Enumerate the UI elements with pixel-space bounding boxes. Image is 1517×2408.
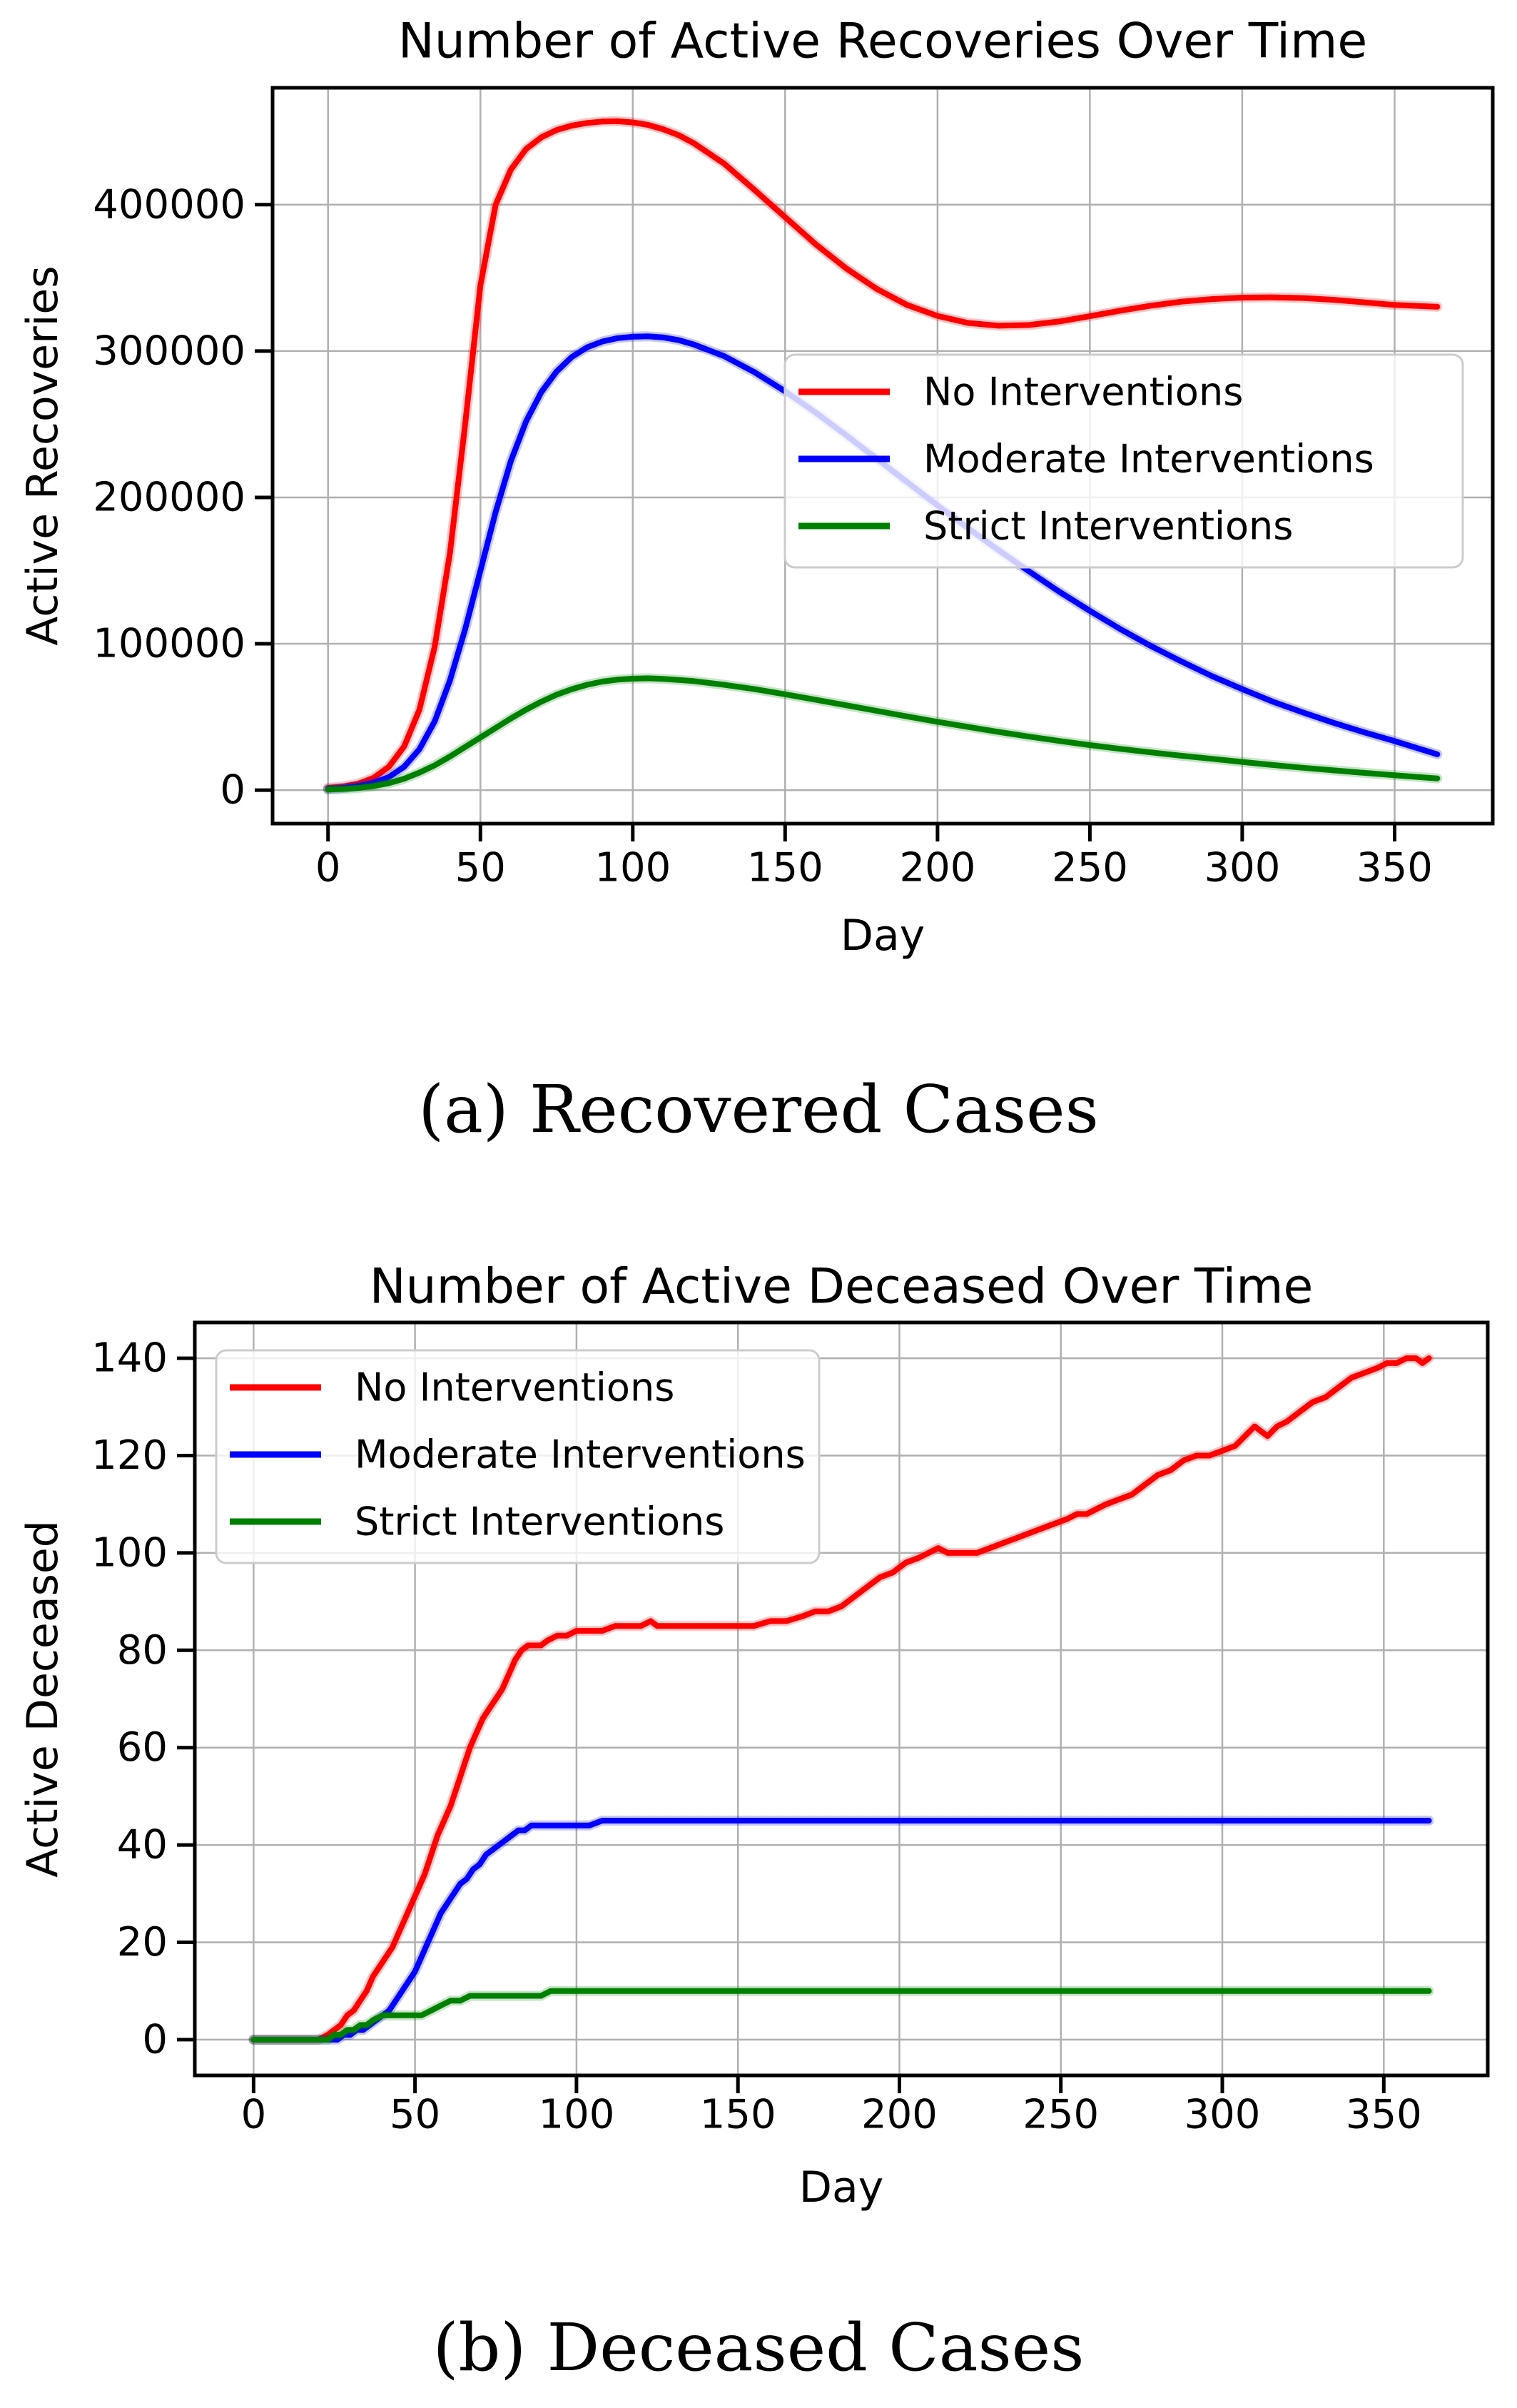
legend-label-moderate-interventions: Moderate Interventions — [923, 437, 1374, 482]
legend-label-no-interventions: No Interventions — [923, 370, 1243, 415]
chart-title: Number of Active Deceased Over Time — [370, 1259, 1314, 1315]
legend-box — [215, 1349, 821, 1564]
x-axis-label: Day — [799, 2162, 883, 2212]
y-axis: 0 20 40 60 80 100 120 140 — [91, 1335, 195, 2063]
x-tick-label: 150 — [700, 2092, 776, 2138]
y-axis: 0 100000 200000 300000 400000 — [93, 181, 273, 814]
series-strict-interventions — [323, 673, 1443, 795]
y-tick-label: 100000 — [93, 621, 245, 667]
x-axis: 0 50 100 150 200 250 300 350 — [241, 2075, 1422, 2138]
x-tick-label: 100 — [594, 845, 671, 891]
x-tick-label: 100 — [538, 2092, 614, 2138]
x-tick-label: 250 — [1023, 2092, 1099, 2138]
y-tick-label: 0 — [220, 767, 245, 814]
y-tick-label: 200000 — [93, 475, 245, 521]
x-tick-label: 50 — [455, 845, 506, 891]
y-tick-label: 60 — [117, 1724, 168, 1771]
y-tick-label: 140 — [91, 1335, 168, 1382]
y-tick-label: 40 — [117, 1822, 168, 1868]
x-tick-label: 0 — [241, 2092, 267, 2138]
deceased-chart: 0 50 100 150 200 250 300 350 0 20 40 60 80 100 120 140 N… — [18, 1259, 1490, 2212]
legend-label-no-interventions: No Interventions — [355, 1365, 674, 1410]
x-axis-label: Day — [841, 911, 925, 961]
legend-label-strict-interventions: Strict Interventions — [355, 1499, 724, 1544]
chart-title: Number of Active Recoveries Over Time — [398, 14, 1367, 70]
y-tick-label: 100 — [91, 1529, 168, 1576]
x-tick-label: 350 — [1356, 845, 1433, 891]
y-tick-label: 300000 — [93, 328, 245, 374]
y-tick-label: 20 — [117, 1919, 168, 1966]
caption-recovered-cases: (a) Recovered Cases — [418, 1071, 1099, 1148]
caption-deceased-cases: (b) Deceased Cases — [432, 2310, 1085, 2386]
plot-border — [193, 1320, 1490, 2078]
plot-border — [270, 86, 1495, 826]
x-tick-label: 200 — [899, 845, 975, 891]
y-axis-label: Active Recoveries — [18, 265, 68, 645]
x-tick-label: 200 — [861, 2092, 938, 2138]
legend-label-moderate-interventions: Moderate Interventions — [355, 1432, 806, 1477]
legend: No Interventions Moderate Interventions St… — [783, 353, 1464, 569]
x-tick-label: 300 — [1204, 845, 1280, 891]
x-tick-label: 250 — [1052, 845, 1128, 891]
series-strict-interventions — [248, 1985, 1434, 2045]
legend-box — [783, 353, 1464, 569]
x-axis: 0 50 100 150 200 250 300 350 — [315, 824, 1433, 891]
series-no-interventions — [323, 116, 1443, 794]
y-tick-label: 0 — [142, 2016, 168, 2063]
x-tick-label: 50 — [390, 2092, 440, 2138]
y-tick-label: 120 — [91, 1432, 168, 1479]
series-moderate-interventions — [323, 331, 1443, 794]
y-tick-label: 400000 — [93, 181, 245, 228]
x-tick-label: 300 — [1184, 2092, 1261, 2138]
x-tick-label: 150 — [747, 845, 823, 891]
recoveries-chart: 0 50 100 150 200 250 300 350 0 100000 200000 300000… — [18, 14, 1495, 961]
x-tick-label: 0 — [315, 845, 341, 891]
series-no-interventions — [248, 1353, 1434, 2045]
legend: No Interventions Moderate Interventions St… — [215, 1349, 821, 1564]
y-axis-label: Active Deceased — [18, 1520, 68, 1878]
x-tick-label: 350 — [1346, 2092, 1422, 2138]
y-tick-label: 80 — [117, 1627, 168, 1674]
legend-label-strict-interventions: Strict Interventions — [923, 504, 1293, 549]
